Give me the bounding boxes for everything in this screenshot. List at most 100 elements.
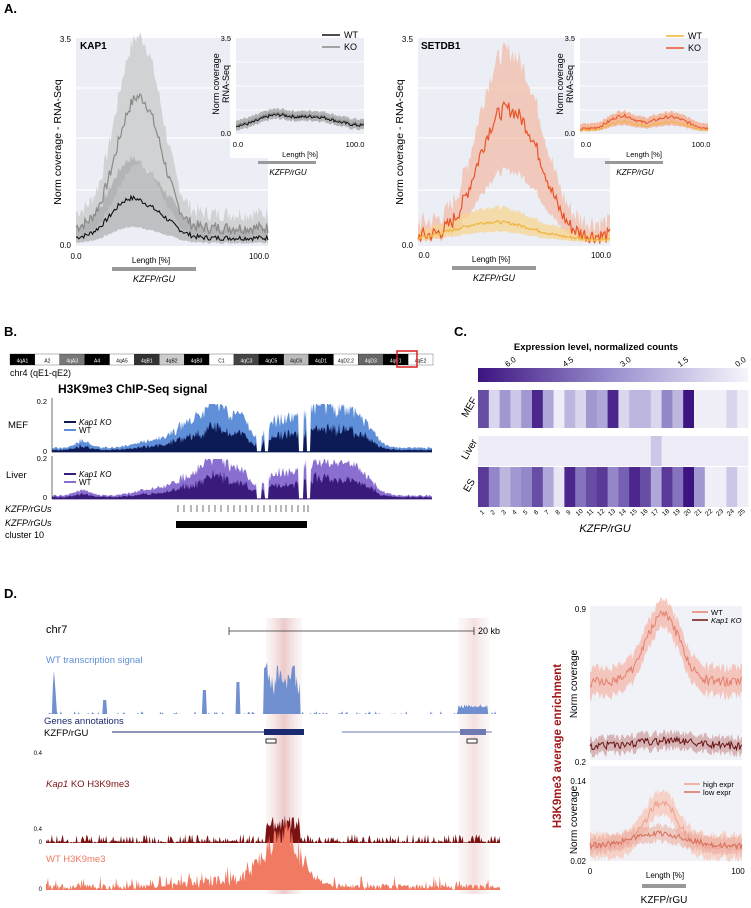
wt-tick-zero: 0 [39, 887, 43, 893]
heatmap-cell [586, 390, 598, 428]
heatmap-cells [478, 390, 749, 507]
ideogram-band-label: 4qC6 [290, 359, 302, 365]
heatmap-col-label: 12 [596, 508, 606, 518]
panel-label-c: C. [454, 324, 467, 339]
enrichment-bottom-plot: 0.14 0.02 Norm coverage 0 100 Length [%]… [569, 766, 745, 906]
cluster-track-label-2: cluster 10 [5, 530, 44, 540]
chrom-label: chr4 (qE1-qE2) [10, 368, 71, 378]
heatmap-cell [564, 467, 576, 507]
liver-ytick: 0.2 [37, 454, 47, 463]
liver-legend-wt: WT [79, 478, 92, 487]
heatmap-cell [553, 467, 565, 507]
cluster-track-label-1: KZFP/rGUs [5, 518, 52, 528]
heatmap-cell [629, 436, 641, 466]
heatmap-cell [661, 436, 673, 466]
ko-track-label-kap1: Kap1 [46, 779, 68, 790]
heatmap-cell [618, 467, 630, 507]
heatmap-col-label: 9 [565, 509, 573, 517]
heatmap-col-label: 7 [544, 509, 552, 517]
heatmap-cell [694, 467, 706, 507]
wt-h3-label: WT H3K9me3 [46, 854, 105, 865]
heatmap-cell [704, 467, 716, 507]
ko-h3k9me3-signal [46, 815, 500, 843]
liver-track: 0.2 0 Liver Kap1 KO WT [6, 454, 432, 502]
heatmap-cell [553, 390, 565, 428]
heatmap-cell [640, 467, 652, 507]
heatmap-cell [596, 436, 608, 466]
bottom-ylabel: Norm coverage [569, 785, 580, 854]
setdb1-inset-xlabel: Length [%] [626, 150, 662, 159]
heatmap-cell [661, 390, 673, 428]
heatmap-col-label: 19 [672, 508, 682, 518]
kap1-ytick-top: 3.5 [60, 35, 72, 44]
liver-legend-ko: Kap1 KO [79, 470, 111, 479]
setdb1-bar-label: KZFP/rGU [473, 273, 515, 283]
kap1-ylabel: Norm coverage - RNA-Seq [52, 79, 64, 205]
setdb1-legend-ko: KO [688, 43, 701, 53]
setdb1-title: SETDB1 [421, 41, 461, 52]
heatmap-cell [640, 390, 652, 428]
heatmap-cell [478, 467, 490, 507]
heatmap-cell [650, 436, 662, 466]
heatmap-cell [499, 467, 511, 507]
heatmap-cell [575, 467, 587, 507]
heatmap-cell [499, 436, 511, 466]
ideogram-band-label: 4qE1 [390, 359, 402, 365]
kap1-xlabel: Length [%] [132, 256, 170, 265]
ideogram-band-label: 4qA5 [116, 359, 128, 365]
chromosome-ideogram: 4qA1 A2 4qA3 A4 4qA5 4qB1 4qB2 4qB3 C1 4qC3 4qC5 4q… [9, 353, 434, 366]
heatmap-col-label: 6 [533, 509, 541, 517]
kap1-title: KAP1 [80, 41, 107, 52]
ideogram-band-label: 4qD3 [365, 359, 377, 365]
heatmap-col-label: 25 [737, 508, 747, 518]
kap1-inset-xlabel: Length [%] [282, 150, 318, 159]
ideogram-band-label: 4qB3 [191, 359, 203, 365]
enrichment-top-plot: 0.9 0.2 Norm coverage WT Kap1 KO [569, 597, 743, 767]
bottom-xlabel: Length [%] [646, 871, 684, 880]
heatmap-cell [694, 436, 706, 466]
kap1-xtick-left: 0.0 [70, 252, 82, 261]
heatmap-col-label: 14 [618, 508, 628, 518]
d-chrom: chr7 [46, 624, 67, 636]
kap1-inset-wt-line [235, 113, 365, 128]
heatmap-col-label: 18 [661, 508, 671, 518]
bottom-xtick-left: 0 [588, 867, 593, 876]
heatmap-cell [607, 467, 619, 507]
kap1-wt-line [75, 194, 269, 242]
heatmap-cell [521, 467, 533, 507]
heatmap-cell [650, 467, 662, 507]
kap1-inset-band [236, 107, 364, 131]
ideogram-band-label: 4qD1 [315, 359, 327, 365]
scale-tick-label: 4.5 [561, 355, 576, 369]
ideogram-band-label: 4qB1 [141, 359, 153, 365]
setdb1-ylabel: Norm coverage - RNA-Seq [394, 79, 406, 205]
heatmap-col-label: 22 [704, 508, 714, 518]
side-ylabel: H3K9me3 average enrichment [552, 664, 564, 828]
heatmap-cell [488, 390, 500, 428]
heatmap-cell [694, 390, 706, 428]
ideogram-band-label: A4 [94, 359, 100, 365]
bottom-legend-low: low expr [703, 788, 731, 797]
heatmap-cell [737, 467, 749, 507]
setdb1-inset-feature-bar [605, 161, 663, 164]
setdb1-inset-band [580, 109, 708, 132]
mef-legend-wt: WT [79, 426, 92, 435]
panel-label-a: A. [4, 1, 17, 16]
heatmap-cell [629, 390, 641, 428]
heatmap-cell [715, 390, 727, 428]
bottom-ytick-top: 0.14 [570, 777, 586, 786]
liver-ko-signal [52, 469, 432, 499]
mef-ytick: 0.2 [37, 397, 47, 406]
heatmap-cell [575, 390, 587, 428]
heatmap-cell [618, 390, 630, 428]
heatmap-cell [715, 436, 727, 466]
wt-h3k9me3-signal [46, 819, 500, 890]
setdb1-ytick-top: 3.5 [402, 35, 414, 44]
setdb1-xlabel: Length [%] [472, 255, 510, 264]
heatmap-col-label: 17 [650, 508, 660, 518]
kap1-xtick-right: 100.0 [249, 252, 270, 261]
scale-tick-label: 3.0 [618, 355, 633, 369]
scale-tick-label: 6.0 [503, 355, 518, 369]
heatmap-cell [532, 436, 544, 466]
wt-transcription-signal [46, 662, 500, 714]
